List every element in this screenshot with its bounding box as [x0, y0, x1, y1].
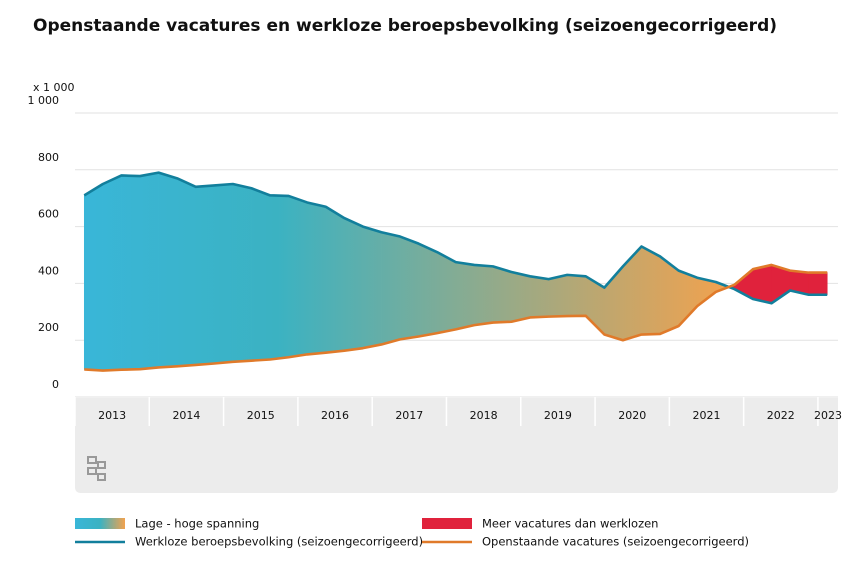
band-area [83, 183, 104, 371]
legend-swatch [75, 518, 125, 529]
x-tick-label: 2014 [172, 409, 200, 422]
band-area [195, 185, 215, 366]
band-area [511, 271, 531, 323]
x-tick-label: 2020 [618, 409, 646, 422]
legend-label: Meer vacatures dan werklozen [482, 517, 658, 531]
y-tick-label: 600 [38, 208, 59, 221]
band-area [344, 217, 364, 352]
x-tick-label: 2019 [544, 409, 572, 422]
band-area [566, 274, 587, 317]
cbs-logo [87, 456, 106, 481]
x-tick-label: 2017 [395, 409, 423, 422]
y-unit: x 1 000 [33, 81, 75, 94]
band-area [474, 264, 494, 326]
y-tick-label: 400 [38, 264, 59, 277]
legend-label: Lage - hoge spanning [135, 517, 259, 531]
band-area [529, 275, 549, 318]
band-area [176, 177, 197, 367]
legend-swatch [422, 518, 472, 529]
band-area [139, 172, 159, 370]
band-area [381, 231, 401, 345]
band-area [436, 251, 457, 334]
x-tick-label: 2022 [767, 409, 795, 422]
band-area [752, 264, 772, 304]
series-line [83, 171, 828, 305]
y-tick-label: 800 [38, 151, 59, 164]
legend-label: Openstaande vacatures (seizoengecorrigee… [482, 535, 749, 549]
band-area [158, 172, 178, 368]
band-area [232, 183, 252, 363]
y-tick-label: 200 [38, 321, 59, 334]
band-area [455, 261, 475, 330]
x-tick-label: 2023 [814, 409, 842, 422]
legend-label: Werkloze beroepsbevolking (seizoengecorr… [135, 535, 423, 549]
band-area [808, 272, 828, 296]
band-area [214, 183, 234, 364]
band-area [288, 195, 308, 358]
band-area [418, 243, 438, 337]
x-tick-label: 2018 [470, 409, 498, 422]
axis-panel [75, 398, 838, 493]
x-tick-label: 2015 [247, 409, 275, 422]
band-area [548, 274, 568, 317]
band-area [306, 202, 327, 355]
band-area [121, 175, 141, 371]
band-area [251, 187, 271, 361]
y-tick-label: 0 [52, 378, 59, 391]
band-area [641, 245, 661, 335]
x-tick-label: 2013 [98, 409, 126, 422]
y-tick-label: 1 000 [28, 94, 60, 107]
x-tick-label: 2016 [321, 409, 349, 422]
band-area [102, 175, 122, 371]
band-area [399, 236, 419, 340]
band-area [269, 195, 289, 360]
chart-title: Openstaande vacatures en werkloze beroep… [33, 16, 777, 36]
x-tick-label: 2021 [692, 409, 720, 422]
series-line [84, 263, 828, 372]
band-area [492, 265, 512, 323]
band-area [325, 206, 345, 354]
band-area [622, 245, 642, 341]
band-area [362, 226, 382, 349]
